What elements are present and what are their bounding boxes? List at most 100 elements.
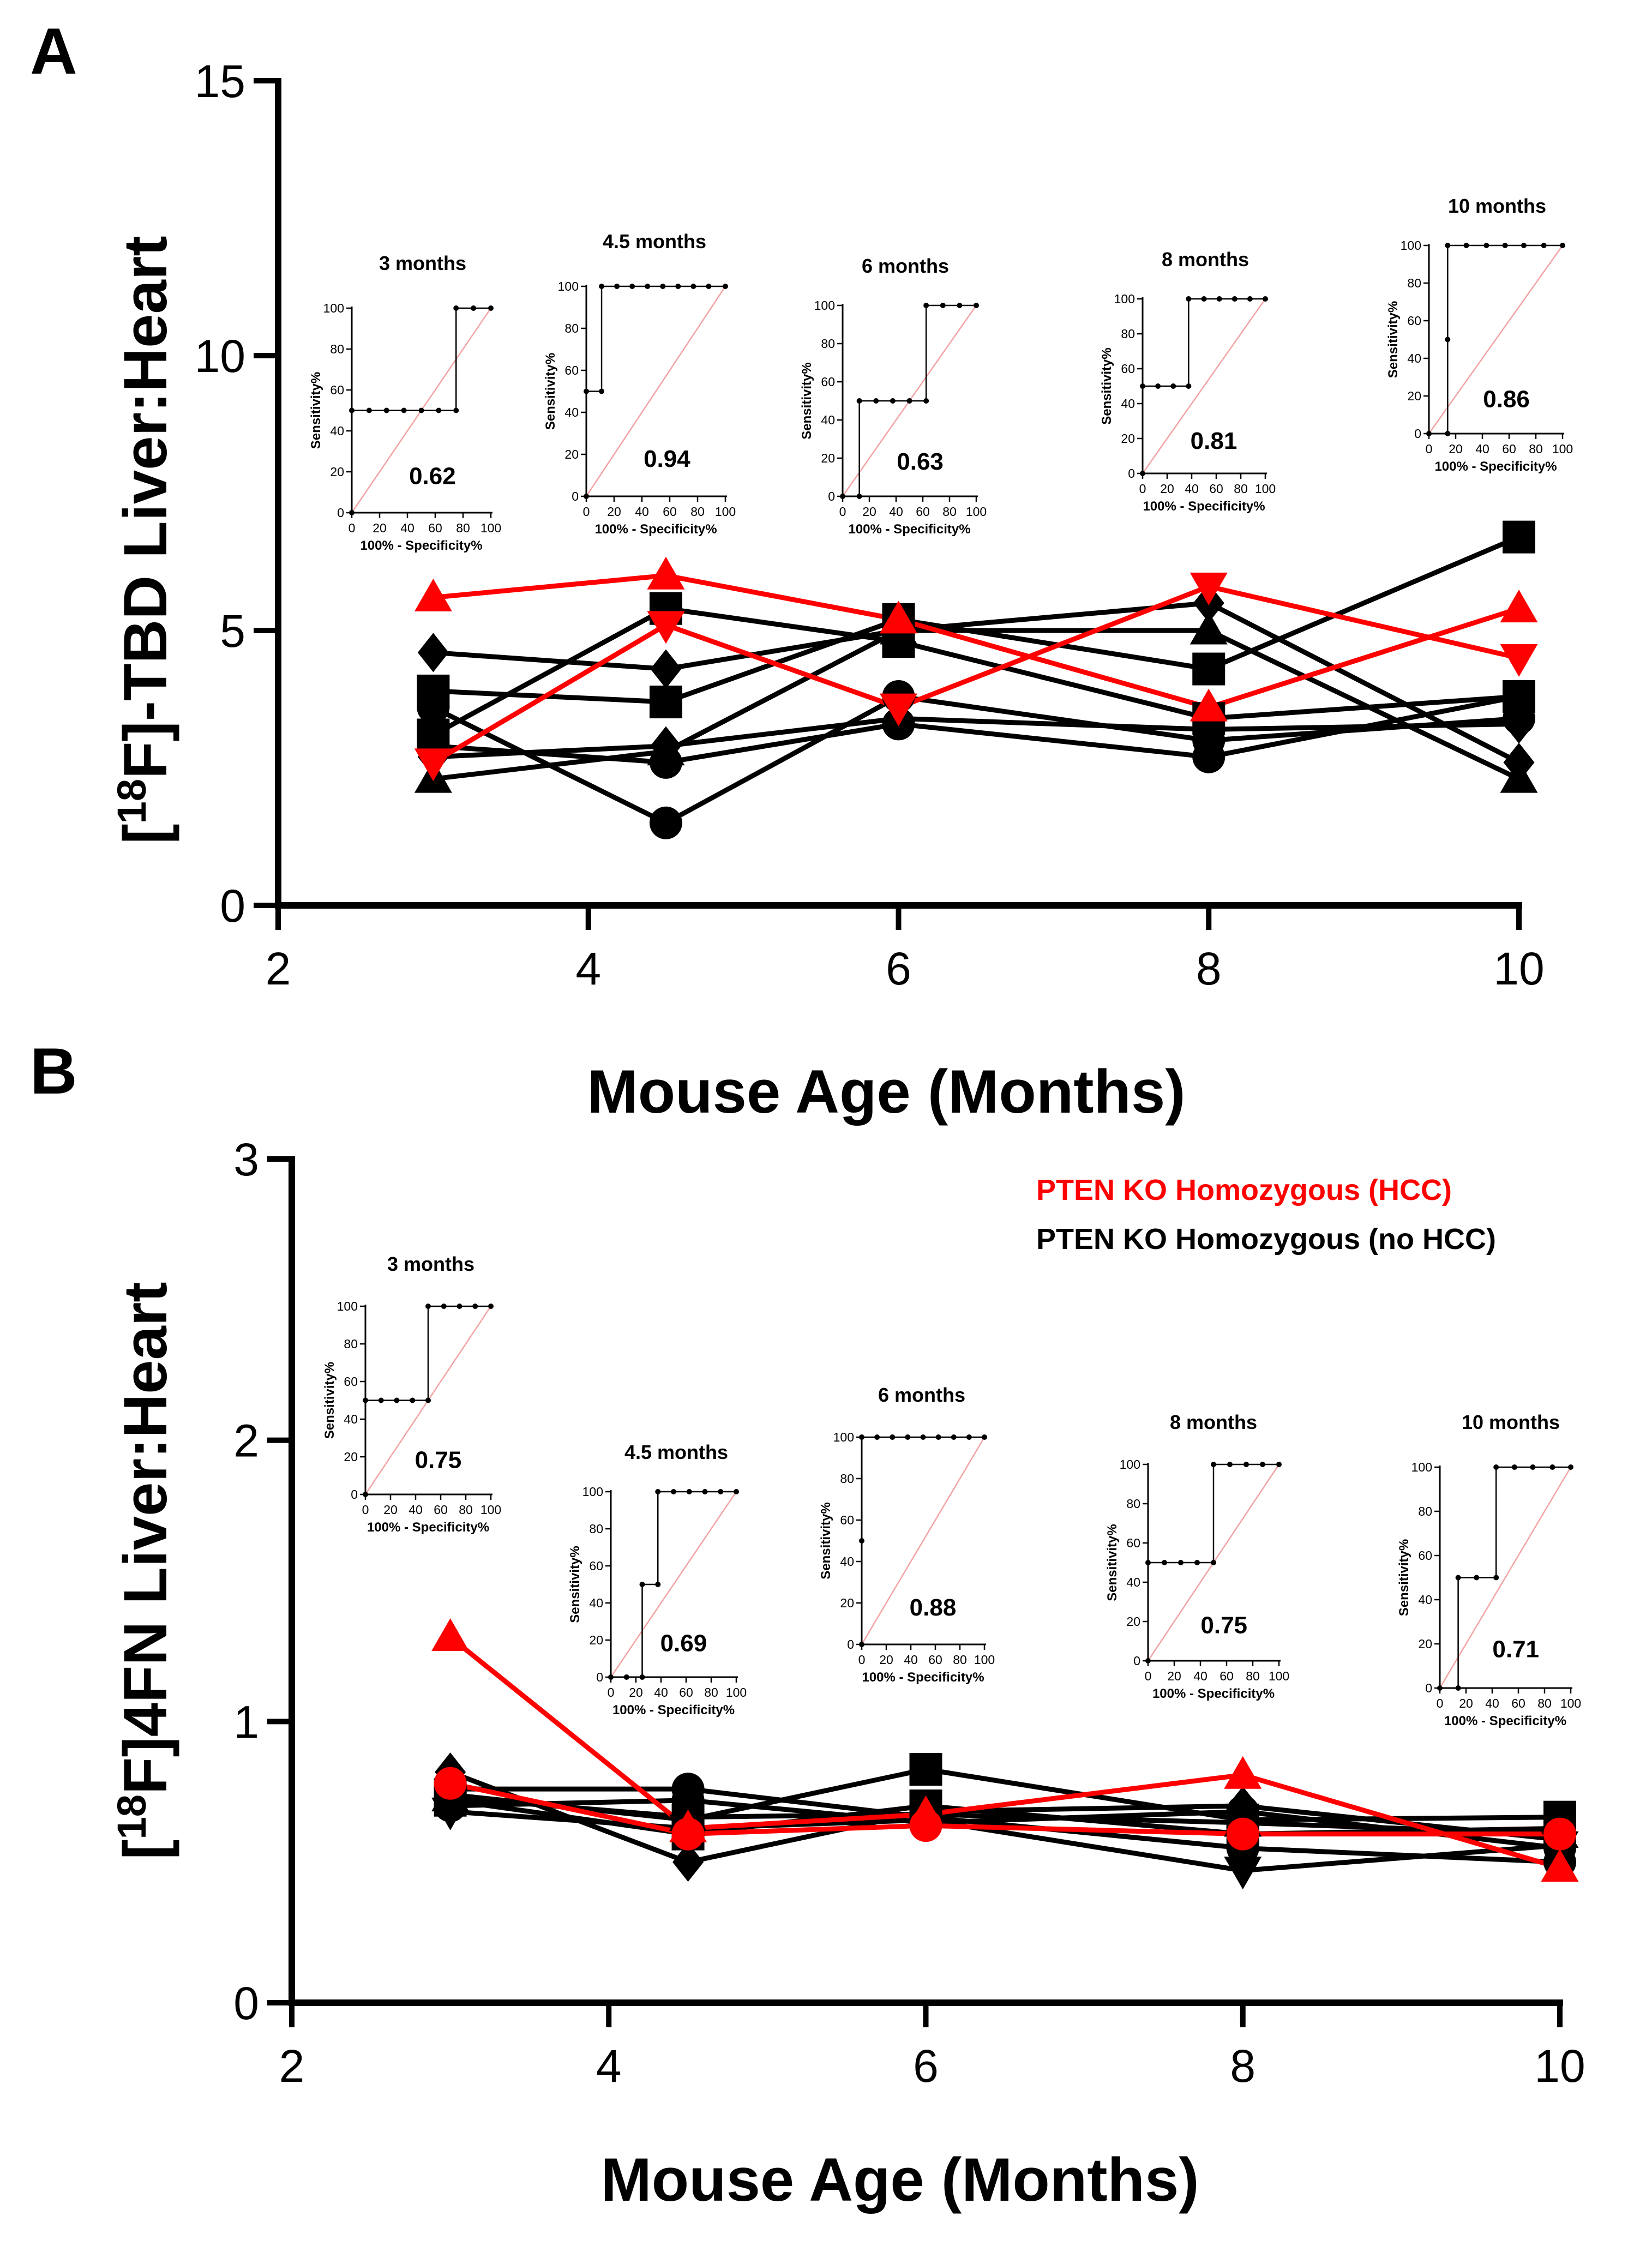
roc-y-tick-label: 80 bbox=[821, 337, 835, 351]
panel-a-y-tick-label: 5 bbox=[220, 605, 245, 657]
roc-x-tick-label: 80 bbox=[704, 1685, 718, 1699]
roc-auc-value: 0.88 bbox=[910, 1594, 957, 1621]
panel-a-roc-inset: 10 months 00 20 20 40 40 60 60 80 80 100 100 100% - … bbox=[1386, 195, 1573, 474]
roc-point bbox=[859, 1434, 864, 1440]
roc-point bbox=[1530, 1464, 1536, 1470]
roc-y-tick-label: 0 bbox=[337, 506, 344, 520]
panel-b-data-point-hcc bbox=[1224, 1756, 1262, 1789]
panel-a-label: A bbox=[30, 15, 77, 88]
roc-point bbox=[425, 1304, 431, 1309]
roc-point bbox=[856, 398, 862, 404]
panel-a-data-point-no-hcc bbox=[1192, 652, 1226, 686]
roc-point bbox=[655, 1582, 661, 1587]
roc-y-tick-label: 20 bbox=[1407, 389, 1421, 403]
roc-x-tick-label: 80 bbox=[1234, 482, 1248, 496]
roc-point bbox=[856, 494, 862, 499]
roc-x-tick-label: 40 bbox=[635, 505, 649, 519]
roc-x-tick-label: 0 bbox=[839, 505, 846, 519]
panel-b-roc-inset: 4.5 months 00 20 20 40 40 60 60 80 80 100 100 100% -… bbox=[568, 1441, 747, 1717]
roc-point bbox=[394, 1397, 400, 1403]
roc-x-axis-label: 100% - Specificity% bbox=[1444, 1714, 1566, 1728]
roc-point bbox=[675, 284, 681, 289]
panel-a-y-tick-label: 15 bbox=[195, 56, 245, 107]
panel-b-y-tick-label: 2 bbox=[233, 1415, 259, 1467]
roc-auc-value: 0.63 bbox=[897, 448, 944, 475]
roc-y-tick-label: 80 bbox=[564, 321, 579, 335]
panel-a-x-tick-label: 2 bbox=[266, 943, 291, 994]
panel-a-data-point-hcc bbox=[880, 600, 917, 634]
roc-y-axis-label: Sensitivity% bbox=[543, 353, 558, 430]
roc-x-tick-label: 60 bbox=[1511, 1696, 1525, 1710]
roc-x-tick-label: 0 bbox=[858, 1653, 866, 1667]
panel-a-data-point-hcc bbox=[1190, 688, 1228, 722]
roc-point bbox=[1263, 296, 1268, 302]
roc-x-tick-label: 0 bbox=[362, 1503, 369, 1517]
roc-x-axis-label: 100% - Specificity% bbox=[1152, 1686, 1275, 1701]
panel-a-data-point-hcc bbox=[1500, 590, 1538, 623]
roc-x-tick-label: 20 bbox=[383, 1503, 398, 1517]
roc-x-tick-label: 100 bbox=[974, 1653, 995, 1667]
roc-x-tick-label: 100 bbox=[1269, 1669, 1289, 1683]
panel-a-data-point-hcc bbox=[880, 693, 917, 726]
panel-a-data-point-hcc bbox=[647, 611, 685, 644]
panel-a-x-axis-title: Mouse Age (Months) bbox=[587, 1058, 1185, 1126]
roc-x-tick-label: 0 bbox=[1426, 442, 1433, 456]
roc-point bbox=[690, 284, 696, 289]
roc-inset-title: 4.5 months bbox=[603, 230, 706, 253]
roc-x-tick-label: 80 bbox=[942, 505, 957, 519]
roc-auc-value: 0.62 bbox=[409, 463, 456, 490]
roc-y-tick-label: 60 bbox=[1121, 362, 1135, 376]
roc-auc-value: 0.94 bbox=[644, 446, 690, 472]
roc-y-axis-label: Sensitivity% bbox=[309, 372, 323, 449]
roc-point bbox=[614, 284, 620, 289]
roc-x-tick-label: 0 bbox=[1145, 1669, 1152, 1683]
roc-point bbox=[1145, 1658, 1151, 1664]
roc-y-tick-label: 100 bbox=[1411, 1460, 1432, 1474]
roc-reference-diagonal bbox=[585, 286, 726, 497]
panel-b-data-point-hcc bbox=[671, 1817, 705, 1851]
roc-x-tick-label: 40 bbox=[1185, 482, 1199, 496]
roc-point bbox=[1474, 1575, 1480, 1581]
roc-point bbox=[1178, 1560, 1184, 1565]
roc-point bbox=[702, 1489, 708, 1494]
roc-y-tick-label: 60 bbox=[1126, 1536, 1140, 1550]
roc-x-tick-label: 80 bbox=[1537, 1696, 1552, 1710]
roc-auc-value: 0.81 bbox=[1191, 428, 1238, 454]
roc-point bbox=[472, 1304, 478, 1309]
roc-x-tick-label: 0 bbox=[1437, 1696, 1444, 1710]
panel-a-roc-inset: 3 months 00 20 20 40 40 60 60 80 80 100 100 100% - S… bbox=[309, 252, 501, 553]
panel-a-data-point-no-hcc bbox=[1192, 740, 1226, 773]
roc-x-tick-label: 40 bbox=[654, 1685, 668, 1699]
panel-a-data-point-no-hcc bbox=[1190, 611, 1228, 645]
roc-point bbox=[639, 1674, 645, 1680]
roc-y-tick-label: 100 bbox=[1401, 238, 1421, 253]
roc-y-tick-label: 40 bbox=[330, 424, 344, 438]
roc-point bbox=[410, 1397, 416, 1403]
roc-point bbox=[906, 398, 912, 404]
roc-point bbox=[1227, 1462, 1233, 1467]
roc-point bbox=[378, 1397, 384, 1403]
panel-a-data-point-hcc bbox=[414, 579, 452, 612]
roc-y-tick-label: 20 bbox=[840, 1596, 854, 1610]
roc-y-tick-label: 60 bbox=[840, 1513, 854, 1527]
roc-x-tick-label: 20 bbox=[1459, 1696, 1473, 1710]
roc-y-tick-label: 0 bbox=[1414, 427, 1421, 441]
roc-y-tick-label: 40 bbox=[1418, 1593, 1432, 1607]
roc-inset-title: 8 months bbox=[1162, 248, 1249, 271]
roc-x-tick-label: 100 bbox=[1560, 1696, 1581, 1710]
roc-point bbox=[935, 1434, 941, 1440]
roc-y-tick-label: 80 bbox=[1126, 1497, 1140, 1511]
roc-y-tick-label: 80 bbox=[589, 1522, 603, 1536]
roc-y-tick-label: 60 bbox=[821, 375, 835, 389]
roc-y-tick-label: 100 bbox=[1114, 292, 1135, 306]
roc-point bbox=[660, 284, 666, 289]
roc-curve bbox=[1440, 1466, 1571, 1689]
roc-x-tick-label: 0 bbox=[1139, 482, 1146, 496]
roc-point bbox=[1455, 1685, 1461, 1691]
roc-y-axis-label: Sensitivity% bbox=[800, 362, 814, 439]
roc-auc-value: 0.69 bbox=[660, 1630, 707, 1656]
roc-point bbox=[418, 407, 424, 413]
roc-point bbox=[1260, 1462, 1265, 1467]
roc-point bbox=[874, 1434, 880, 1440]
roc-inset-title: 6 months bbox=[862, 255, 949, 277]
